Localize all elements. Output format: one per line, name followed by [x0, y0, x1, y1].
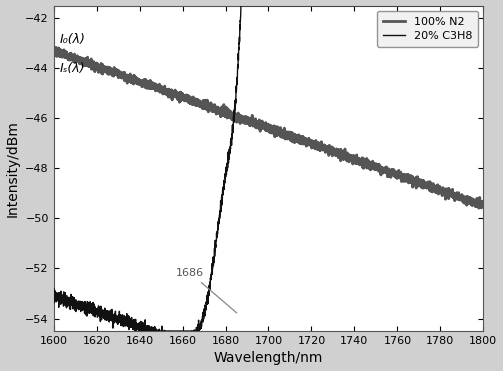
Text: Iₛ(λ): Iₛ(λ)	[60, 62, 86, 75]
Y-axis label: Intensity/dBm: Intensity/dBm	[6, 120, 20, 217]
X-axis label: Wavelength/nm: Wavelength/nm	[214, 351, 323, 365]
100% N2	[51, 45, 57, 49]
Line: 20% C3H8: 20% C3H8	[54, 6, 483, 331]
20% C3H8	[235, 62, 241, 67]
20% C3H8	[363, 3, 369, 8]
20% C3H8	[238, 3, 244, 8]
100% N2	[363, 161, 369, 165]
20% C3H8	[132, 329, 138, 333]
20% C3H8	[255, 3, 261, 8]
Legend: 100% N2, 20% C3H8: 100% N2, 20% C3H8	[377, 11, 478, 47]
20% C3H8	[446, 3, 452, 8]
100% N2	[255, 124, 261, 128]
100% N2	[234, 115, 240, 120]
20% C3H8	[467, 3, 473, 8]
100% N2	[231, 115, 237, 119]
Text: 1686: 1686	[176, 268, 237, 313]
Line: 100% N2: 100% N2	[54, 47, 483, 208]
Text: I₀(λ): I₀(λ)	[60, 33, 86, 46]
100% N2	[467, 201, 473, 206]
20% C3H8	[231, 108, 237, 112]
100% N2	[480, 201, 486, 206]
100% N2	[476, 206, 482, 210]
20% C3H8	[51, 293, 57, 298]
100% N2	[446, 193, 452, 197]
20% C3H8	[480, 3, 486, 8]
